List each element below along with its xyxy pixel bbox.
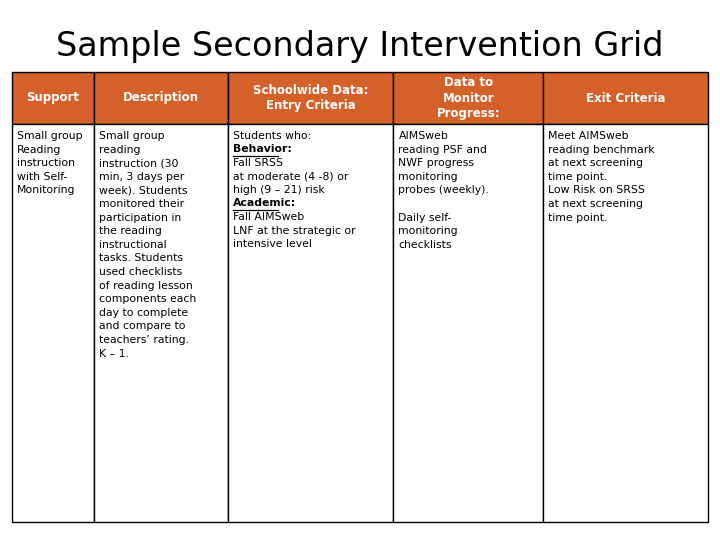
- Bar: [228, 72, 393, 124]
- Text: Data to
Monitor
Progress:: Data to Monitor Progress:: [436, 77, 500, 119]
- Text: Fall SRSS: Fall SRSS: [233, 158, 283, 168]
- Text: Small group
Reading
instruction
with Self-
Monitoring: Small group Reading instruction with Sel…: [17, 131, 83, 195]
- Text: Sample Secondary Intervention Grid: Sample Secondary Intervention Grid: [56, 30, 664, 63]
- Text: Behavior:: Behavior:: [233, 145, 292, 154]
- Text: Small group
reading
instruction (30
min, 3 days per
week). Students
monitored th: Small group reading instruction (30 min,…: [99, 131, 197, 359]
- Text: Support: Support: [27, 91, 80, 105]
- Bar: [94, 124, 228, 522]
- Bar: [12, 72, 94, 124]
- Text: Fall AIMSweb: Fall AIMSweb: [233, 212, 304, 222]
- Text: at moderate (4 -8) or: at moderate (4 -8) or: [233, 172, 348, 181]
- Bar: [94, 72, 228, 124]
- Bar: [12, 124, 94, 522]
- Bar: [543, 124, 708, 522]
- Text: Exit Criteria: Exit Criteria: [586, 91, 665, 105]
- Text: Meet AIMSweb
reading benchmark
at next screening
time point.
Low Risk on SRSS
at: Meet AIMSweb reading benchmark at next s…: [548, 131, 654, 222]
- Bar: [228, 124, 393, 522]
- Text: Students who:: Students who:: [233, 131, 311, 141]
- Text: LNF at the strategic or: LNF at the strategic or: [233, 226, 356, 235]
- Text: Academic:: Academic:: [233, 199, 296, 208]
- Bar: [393, 124, 543, 522]
- Bar: [543, 72, 708, 124]
- Text: AIMSweb
reading PSF and
NWF progress
monitoring
probes (weekly).

Daily self-
mo: AIMSweb reading PSF and NWF progress mon…: [398, 131, 489, 250]
- Text: Description: Description: [123, 91, 199, 105]
- Bar: [393, 72, 543, 124]
- Text: Schoolwide Data:
Entry Criteria: Schoolwide Data: Entry Criteria: [253, 84, 369, 112]
- Text: high (9 – 21) risk: high (9 – 21) risk: [233, 185, 325, 195]
- Text: intensive level: intensive level: [233, 239, 312, 249]
